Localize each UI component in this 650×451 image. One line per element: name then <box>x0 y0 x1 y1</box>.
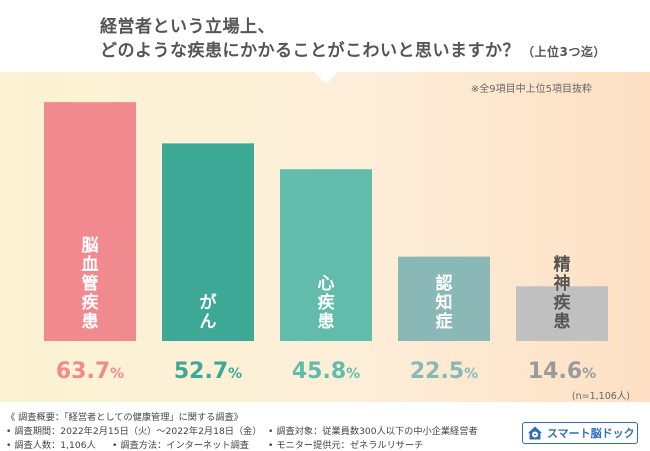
category-label-char: 疾 <box>82 292 99 313</box>
brand-name: スマート脳ドック <box>547 427 635 440</box>
question-text: どのような疾患にかかることがこわいと思いますか？ <box>100 41 520 61</box>
bar-4 <box>398 256 490 341</box>
category-label-char: 疾 <box>554 292 571 313</box>
sample-size: (n=1,106人) <box>571 391 630 402</box>
question-line-2: どのような疾患にかかることがこわいと思いますか？ （上位3つ迄） <box>100 36 606 61</box>
value-label: 14.6% <box>528 359 596 384</box>
value-label: 52.7% <box>174 359 242 384</box>
category-label-char: 認 <box>436 273 453 294</box>
bar-5 <box>516 286 608 341</box>
survey-period: • 調査期間：2022年2月15日（火）～2022年2月18日（金） <box>6 426 262 437</box>
category-label-char: ん <box>200 312 217 332</box>
category-label-char: 患 <box>82 312 99 332</box>
category-label-char: 管 <box>82 273 99 294</box>
bar-3 <box>280 169 372 341</box>
question-line-1: 経営者という立場上、 <box>100 17 275 37</box>
question-header: 経営者という立場上、 どのような疾患にかかることがこわいと思いますか？ （上位3つ… <box>0 0 650 72</box>
value-label: 45.8% <box>292 359 360 384</box>
brain-house-icon <box>528 426 542 440</box>
category-label-char: 神 <box>554 273 571 294</box>
survey-method: • 調査方法：インターネット調査 <box>112 440 249 451</box>
brand-logo: スマート脳ドック <box>522 422 638 444</box>
speech-bubble-notch <box>314 72 338 84</box>
excerpt-note: ※全9項目中上位5項目抜粋 <box>470 84 592 95</box>
survey-provider: • モニター提供元：ゼネラルリサーチ <box>268 440 424 451</box>
bar-2 <box>162 143 254 341</box>
category-label-char: 血 <box>82 254 99 275</box>
category-label-char: 脳 <box>82 236 99 256</box>
value-label: 63.7% <box>56 359 124 384</box>
question-qualifier: （上位3つ迄） <box>522 45 606 59</box>
value-label: 22.5% <box>410 359 478 384</box>
category-label-char: 心 <box>318 274 335 294</box>
bar-1 <box>44 102 136 341</box>
survey-count: • 調査人数：1,106人 <box>6 440 96 451</box>
survey-target: • 調査対象：従業員数300人以下の中小企業経営者 <box>268 426 478 437</box>
category-label-char: が <box>200 292 217 313</box>
category-label-char: 疾 <box>318 292 335 313</box>
category-label-char: 患 <box>554 312 571 332</box>
category-label-char: 患 <box>318 312 335 332</box>
category-label-char: 知 <box>435 292 453 313</box>
category-label-char: 精 <box>554 254 571 275</box>
category-label-char: 症 <box>436 311 453 332</box>
survey-title: 《 調査概要：「経営者としての健康管理」に関する調査》 <box>6 412 243 423</box>
